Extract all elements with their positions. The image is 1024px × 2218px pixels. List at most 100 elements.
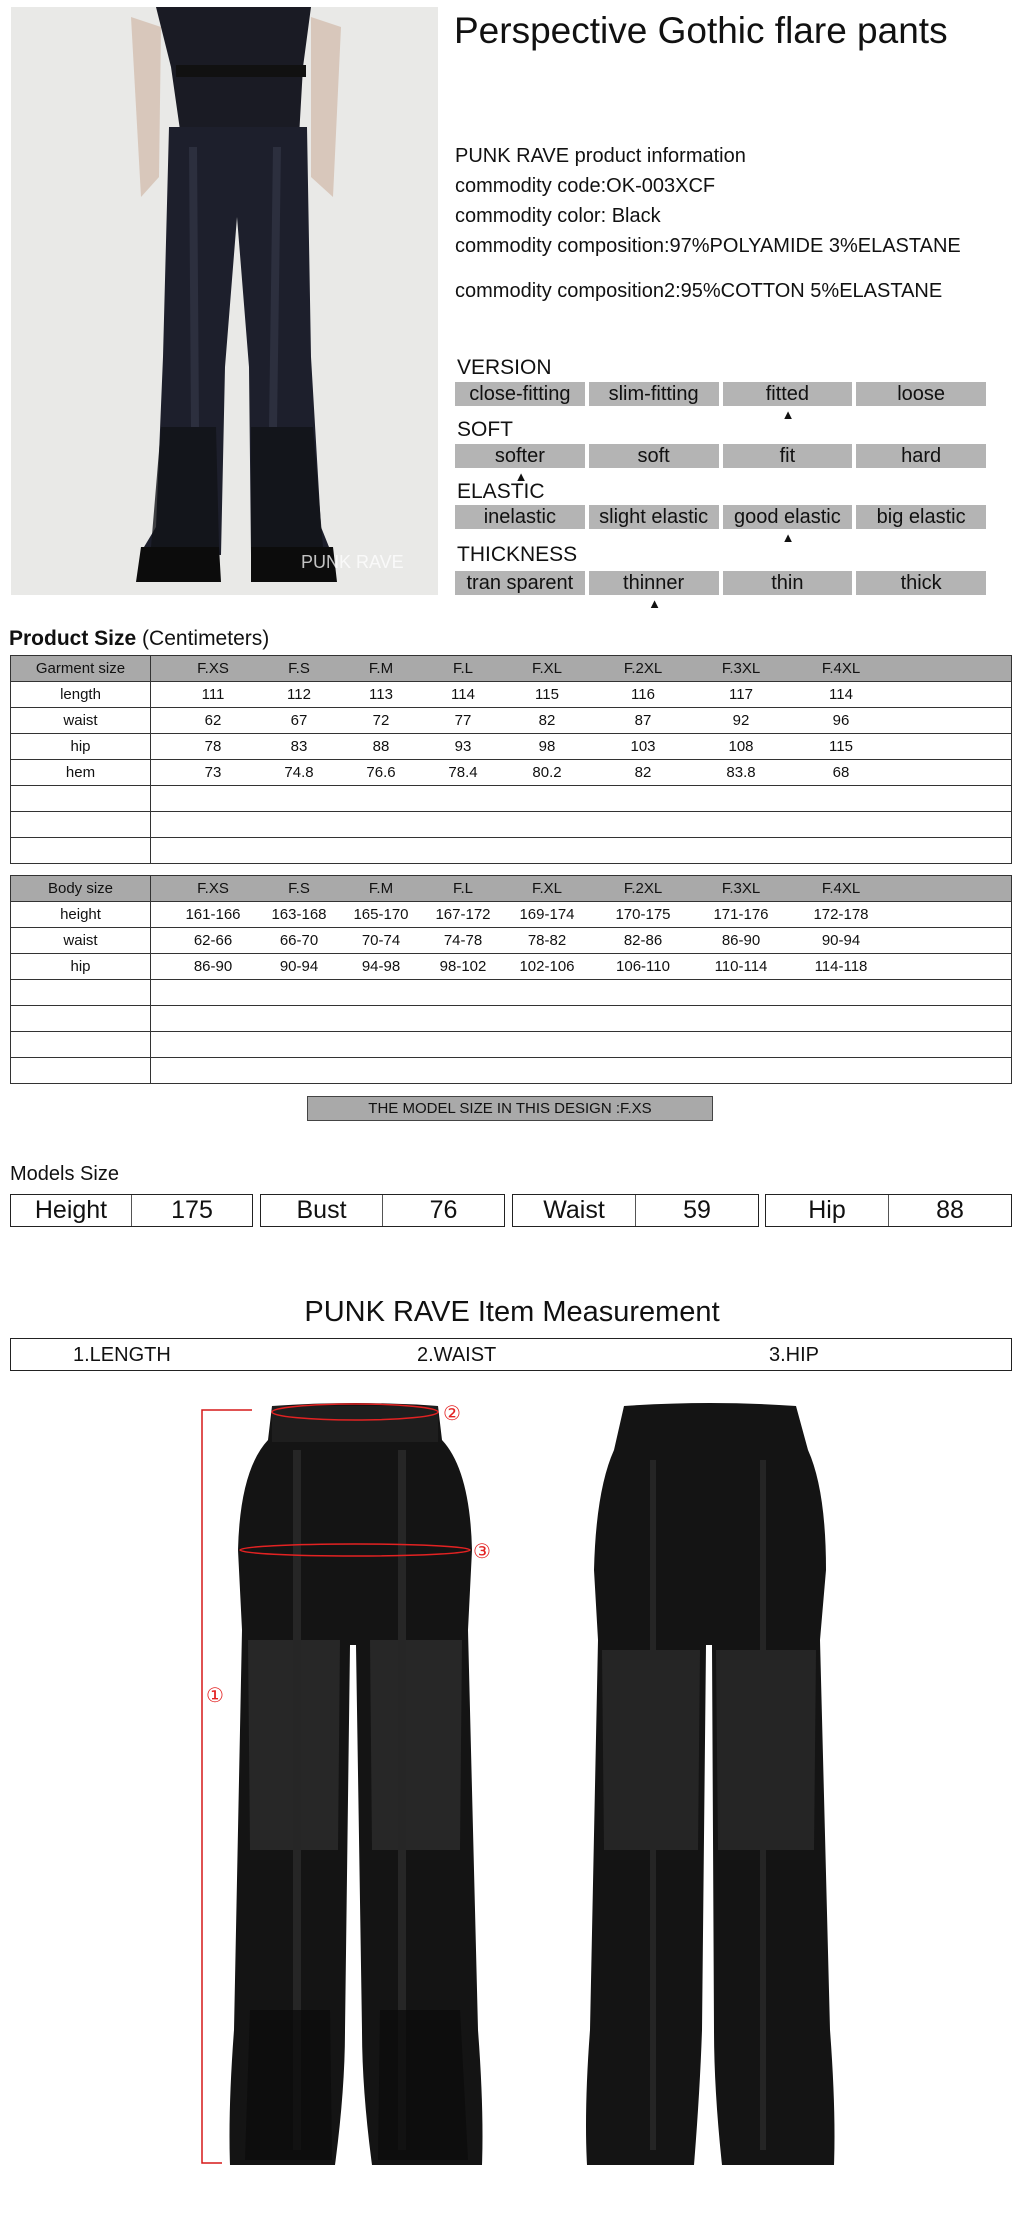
front-pants-image: ② ③ ①: [201, 1403, 491, 2165]
row-values: 62-66 66-70 70-74 74-78 78-82 82-86 86-90 90-94: [150, 927, 1012, 954]
back-pants-image: [586, 1403, 835, 2165]
row-label: waist: [10, 707, 151, 734]
table-cell: 86-90: [193, 958, 233, 975]
attr-label-soft: SOFT: [457, 418, 513, 441]
table-cell: 72: [372, 712, 390, 729]
row-label: [10, 1031, 151, 1058]
table-cell: 114: [829, 686, 853, 703]
model-measure-value: 59: [683, 1196, 711, 1224]
attr-label-thickness: THICKNESS: [457, 543, 578, 566]
row-values: 161-166 163-168 165-170 167-172 169-174 170-1…: [150, 901, 1012, 928]
measurement-legend: 1.LENGTH 2.WAIST 3.HIP: [10, 1338, 1012, 1371]
table-cell: F.M: [368, 660, 394, 677]
row-label: height: [10, 901, 151, 928]
model-measure-hip: Hip 88: [765, 1194, 1012, 1227]
attr-option: thinner: [588, 571, 719, 595]
model-measure-value: 88: [936, 1196, 964, 1224]
table-cell: F.L: [452, 880, 473, 897]
table-cell: 68: [832, 764, 850, 781]
table-cell: 102-106: [519, 958, 575, 975]
table-cell: 73: [204, 764, 222, 781]
table-cell: 92: [732, 712, 750, 729]
row-values: [150, 837, 1012, 864]
attr-label-version: VERSION: [457, 356, 552, 379]
table-cell: 62: [204, 712, 222, 729]
table-cell: 114: [451, 686, 475, 703]
table-cell: 82: [634, 764, 652, 781]
row-label: Garment size: [10, 655, 151, 682]
table-cell: 87: [634, 712, 652, 729]
product-size-title: Product Size (Centimeters): [9, 627, 269, 651]
table-cell: 94-98: [361, 958, 401, 975]
table-cell: 172-178: [813, 906, 869, 923]
row-values: [150, 979, 1012, 1006]
table-cell: 88: [372, 738, 390, 755]
model-measure-name: Waist: [513, 1195, 636, 1226]
table-cell: F.S: [288, 880, 310, 897]
row-label: Body size: [10, 875, 151, 902]
table-cell: 83.8: [726, 764, 756, 781]
marker-1: ①: [206, 1685, 224, 1707]
table-cell: 86-90: [721, 932, 761, 949]
row-values: [150, 785, 1012, 812]
row-label: hip: [10, 953, 151, 980]
table-row: [10, 979, 1012, 1006]
table-row: [10, 785, 1012, 812]
table-cell: 74-78: [443, 932, 483, 949]
attr-scale-soft: softer soft fit hard: [455, 444, 986, 468]
table-cell: 70-74: [361, 932, 401, 949]
table-cell: F.S: [288, 660, 310, 677]
attr-option: softer: [455, 444, 585, 468]
table-cell: F.XS: [197, 660, 229, 677]
attr-scale-thickness: tran sparent thinner thin thick: [455, 571, 986, 595]
measurement-title: PUNK RAVE Item Measurement: [304, 1296, 720, 1328]
attr-option: thin: [722, 571, 853, 595]
info-code: commodity code:OK-003XCF: [455, 175, 716, 197]
length-measure-line: [201, 1409, 252, 2164]
measurement-waist: 2.WAIST: [417, 1344, 497, 1366]
table-header-row: Body size F.XS F.S F.M F.L F.XL F.2XL F.3XL F.4X…: [10, 875, 1012, 902]
pants-diagram: ② ③ ①: [201, 1403, 835, 2165]
table-cell: 67: [290, 712, 308, 729]
attr-option: fit: [722, 444, 853, 468]
table-cell: 96: [832, 712, 850, 729]
table-cell: F.M: [368, 880, 394, 897]
model-measure-value: 76: [429, 1196, 458, 1224]
row-values: 111 112 113 114 115 116 117 114: [150, 681, 1012, 708]
table-row: hip 86-90 90-94 94-98 98-102 102-106 106-110 11…: [10, 953, 1012, 980]
row-label: [10, 837, 151, 864]
table-cell: 90-94: [821, 932, 861, 949]
row-values: 86-90 90-94 94-98 98-102 102-106 106-110 110-1…: [150, 953, 1012, 980]
row-values: F.XS F.S F.M F.L F.XL F.2XL F.3XL F.4XL: [150, 875, 1012, 902]
model-measure-bust: Bust 76: [260, 1194, 505, 1227]
table-cell: 82-86: [623, 932, 663, 949]
row-label: hem: [10, 759, 151, 786]
attr-option: tran sparent: [455, 571, 585, 595]
selected-marker-icon: ▲: [781, 530, 795, 545]
table-cell: 106-110: [616, 958, 670, 975]
attr-option: fitted: [722, 382, 853, 406]
table-cell: F.XL: [531, 880, 562, 897]
table-cell: F.XS: [197, 880, 229, 897]
model-size-note: THE MODEL SIZE IN THIS DESIGN :F.XS: [307, 1096, 713, 1121]
row-label: [10, 785, 151, 812]
info-composition2: commodity composition2:95%COTTON 5%ELAST…: [455, 280, 943, 302]
row-values: [150, 1057, 1012, 1084]
table-row: [10, 811, 1012, 838]
garment-size-table: Garment size F.XS F.S F.M F.L F.XL F.2XL F.3XL F…: [10, 655, 1012, 864]
attr-option: good elastic: [722, 505, 853, 529]
model-measure-value: 175: [171, 1196, 213, 1224]
attr-option: thick: [856, 571, 986, 595]
table-cell: 112: [287, 686, 311, 703]
row-values: 73 74.8 76.6 78.4 80.2 82 83.8 68: [150, 759, 1012, 786]
table-cell: 170-175: [615, 906, 671, 923]
table-cell: F.XL: [531, 660, 562, 677]
attr-option: hard: [856, 444, 986, 468]
table-cell: 90-94: [279, 958, 319, 975]
selected-marker-icon: ▲: [648, 596, 661, 611]
model-measure-name: Hip: [766, 1195, 889, 1226]
table-cell: F.4XL: [821, 880, 861, 897]
table-row: hem 73 74.8 76.6 78.4 80.2 82 83.8 68: [10, 759, 1012, 786]
table-cell: 82: [538, 712, 556, 729]
info-color: commodity color: Black: [455, 205, 661, 227]
